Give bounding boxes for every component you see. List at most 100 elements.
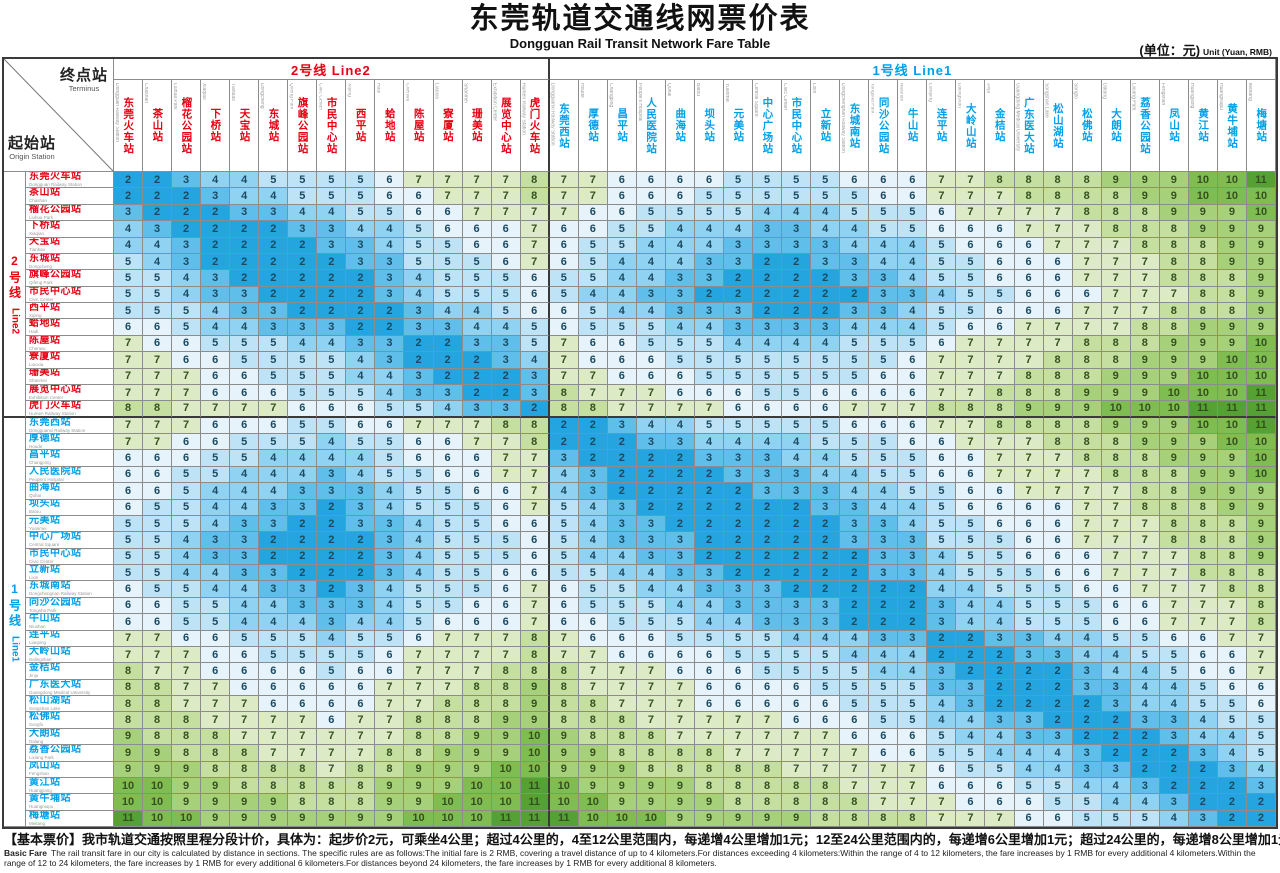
fare-cell: 5 bbox=[898, 696, 928, 713]
fare-cell: 7 bbox=[230, 696, 260, 713]
fare-cell: 3 bbox=[840, 532, 870, 549]
fare-cell: 9 bbox=[1188, 483, 1218, 500]
fare-cell: 4 bbox=[753, 335, 783, 353]
fare-cell: 3 bbox=[1072, 663, 1102, 680]
fare-cell: 9 bbox=[1217, 499, 1247, 516]
fare-cell: 6 bbox=[985, 270, 1015, 287]
fare-cell: 2 bbox=[230, 253, 260, 271]
fare-cell: 5 bbox=[869, 450, 899, 467]
fare-cell: 4 bbox=[143, 253, 173, 271]
fare-cell: 2 bbox=[782, 286, 812, 303]
fare-cell: 7 bbox=[172, 646, 202, 664]
fare-cell: 7 bbox=[346, 712, 376, 729]
fare-cell: 5 bbox=[433, 286, 463, 303]
column-station-header: Fengshan 凤山站 bbox=[1159, 80, 1189, 172]
fare-cell: 5 bbox=[1130, 810, 1160, 827]
fare-cell: 3 bbox=[782, 237, 812, 254]
fare-cell: 5 bbox=[956, 286, 986, 303]
fare-cell: 3 bbox=[753, 450, 783, 467]
fare-cell: 9 bbox=[1159, 172, 1189, 189]
fare-cell: 10 bbox=[1246, 204, 1276, 222]
fare-cell: 5 bbox=[811, 679, 841, 696]
fare-cell: 9 bbox=[607, 777, 637, 795]
fare-cell: 8 bbox=[1217, 286, 1247, 303]
fare-cell: 5 bbox=[636, 335, 666, 353]
fare-cell: 4 bbox=[462, 303, 492, 320]
terminus-label: 终点站 Terminus bbox=[59, 67, 108, 93]
fare-cell: 10 bbox=[433, 794, 463, 811]
fare-cell: 3 bbox=[491, 401, 521, 418]
fare-cell: 7 bbox=[636, 696, 666, 713]
fare-cell: 6 bbox=[869, 188, 899, 205]
fare-cell: 8 bbox=[549, 663, 579, 680]
fare-cell: 6 bbox=[143, 614, 173, 631]
fare-cell: 5 bbox=[288, 172, 318, 189]
fare-cell: 4 bbox=[811, 204, 841, 222]
fare-cell: 3 bbox=[898, 565, 928, 582]
fare-cell: 8 bbox=[811, 794, 841, 811]
fare-cell: 5 bbox=[143, 515, 173, 533]
fare-cell: 6 bbox=[462, 237, 492, 254]
fare-cell: 6 bbox=[898, 728, 928, 746]
fare-cell: 5 bbox=[898, 221, 928, 238]
fare-cell: 5 bbox=[1188, 679, 1218, 696]
fare-cell: 3 bbox=[811, 237, 841, 254]
fare-cell: 8 bbox=[1159, 466, 1189, 484]
fare-cell: 9 bbox=[259, 794, 289, 811]
fare-cell: 5 bbox=[869, 466, 899, 484]
fare-cell: 8 bbox=[433, 696, 463, 713]
fare-cell: 4 bbox=[811, 221, 841, 238]
fare-cell: 6 bbox=[898, 384, 928, 402]
fare-cell: 2 bbox=[753, 548, 783, 565]
column-station-header: Dongchengnan Railway Station 东城南站 bbox=[840, 80, 870, 172]
fare-cell: 2 bbox=[259, 270, 289, 287]
fare-cell: 6 bbox=[985, 221, 1015, 238]
fare-cell: 4 bbox=[1217, 728, 1247, 746]
fare-cell: 6 bbox=[491, 221, 521, 238]
fare-cell: 5 bbox=[114, 565, 144, 582]
fare-cell: 6 bbox=[317, 712, 347, 729]
fare-cell: 5 bbox=[1130, 630, 1160, 647]
fare-cell: 6 bbox=[840, 712, 870, 729]
fare-cell: 6 bbox=[578, 352, 608, 369]
fare-cell: 7 bbox=[1101, 237, 1131, 254]
fare-cell: 11 bbox=[520, 810, 550, 827]
fare-cell: 3 bbox=[375, 352, 405, 369]
fare-cell: 5 bbox=[346, 188, 376, 205]
fare-cell: 5 bbox=[143, 270, 173, 287]
fare-cell: 8 bbox=[665, 745, 695, 762]
fare-cell: 3 bbox=[753, 581, 783, 598]
fare-cell: 4 bbox=[607, 286, 637, 303]
fare-cell: 5 bbox=[143, 499, 173, 516]
fare-cell: 6 bbox=[433, 204, 463, 222]
fare-cell: 7 bbox=[1130, 548, 1160, 565]
fare-cell: 7 bbox=[694, 401, 725, 418]
fare-cell: 2 bbox=[956, 630, 986, 647]
fare-cell: 3 bbox=[404, 384, 434, 402]
fare-cell: 8 bbox=[114, 712, 144, 729]
footer-basic-fare-en: Basic Fare The rail transit fare in our c… bbox=[4, 848, 1276, 869]
fare-cell: 5 bbox=[898, 450, 928, 467]
fare-cell: 7 bbox=[201, 401, 231, 418]
fare-cell: 5 bbox=[724, 646, 754, 664]
fare-cell: 5 bbox=[753, 188, 783, 205]
fare-cell: 3 bbox=[259, 515, 289, 533]
fare-cell: 9 bbox=[1159, 434, 1189, 451]
fare-cell: 4 bbox=[172, 532, 202, 549]
fare-cell: 7 bbox=[114, 630, 144, 647]
fare-cell: 5 bbox=[753, 368, 783, 385]
fare-cell: 2 bbox=[1043, 679, 1073, 696]
column-station-header: Dongguan Railway Station 东莞火车站 bbox=[114, 80, 144, 172]
fare-cell: 7 bbox=[1043, 204, 1073, 222]
fare-cell: 5 bbox=[259, 335, 289, 353]
fare-cell: 6 bbox=[375, 646, 405, 664]
fare-cell: 3 bbox=[665, 548, 695, 565]
fare-cell: 3 bbox=[578, 466, 608, 484]
fare-cell: 6 bbox=[288, 696, 318, 713]
fare-cell: 2 bbox=[201, 204, 231, 222]
fare-cell: 2 bbox=[1014, 663, 1044, 680]
fare-cell: 9 bbox=[433, 761, 463, 778]
fare-cell: 7 bbox=[114, 384, 144, 402]
fare-cell: 4 bbox=[724, 614, 754, 631]
fare-cell: 8 bbox=[1101, 204, 1131, 222]
